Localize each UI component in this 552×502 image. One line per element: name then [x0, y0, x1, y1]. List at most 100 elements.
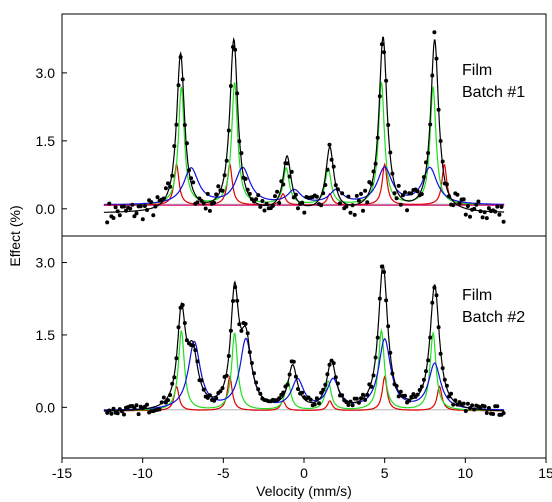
data-point [388, 150, 393, 155]
data-point [145, 208, 149, 212]
data-point [149, 200, 154, 205]
data-point [145, 402, 149, 407]
data-point [161, 395, 166, 400]
data-point [201, 387, 206, 392]
data-point [189, 176, 194, 181]
data-point [361, 208, 365, 213]
data-point [256, 387, 261, 392]
data-point [184, 338, 189, 343]
data-point [191, 180, 196, 185]
data-point [482, 404, 487, 409]
data-point [440, 366, 445, 371]
data-point [107, 201, 112, 206]
data-point [409, 395, 414, 399]
data-point [254, 380, 259, 385]
data-point [321, 387, 326, 392]
data-point [201, 201, 206, 206]
data-point [436, 107, 441, 112]
data-point [329, 157, 334, 162]
data-point [436, 325, 441, 330]
data-point [379, 264, 384, 269]
data-point [419, 192, 424, 197]
y-tick-label: 1.5 [36, 327, 56, 343]
data-point [178, 305, 183, 310]
data-point [128, 206, 133, 211]
data-point [365, 392, 370, 397]
data-point [323, 183, 328, 187]
data-point [172, 144, 177, 149]
data-point [207, 393, 212, 398]
data-point [176, 83, 181, 88]
data-point [228, 328, 233, 333]
data-point [386, 123, 391, 127]
data-point [453, 398, 458, 403]
data-point [296, 206, 300, 211]
data-point [426, 358, 431, 363]
data-point [138, 204, 143, 209]
data-point [440, 159, 445, 164]
data-point [168, 393, 173, 397]
data-point [237, 322, 242, 327]
data-point [344, 204, 349, 209]
data-point [333, 375, 338, 380]
data-point [495, 404, 500, 409]
data-point [170, 381, 175, 386]
data-point [239, 328, 244, 333]
data-point [205, 191, 210, 196]
data-point [178, 55, 183, 60]
data-point [468, 406, 472, 411]
green-subspectrum-line [103, 81, 505, 206]
data-point [174, 122, 179, 127]
data-point [474, 202, 479, 207]
data-point [281, 182, 286, 187]
data-point [421, 175, 426, 180]
data-point [262, 208, 267, 213]
data-point [428, 122, 433, 127]
data-point [403, 393, 407, 398]
data-point [331, 361, 336, 366]
data-point [287, 372, 292, 377]
data-point [361, 392, 365, 397]
data-point [398, 389, 403, 394]
data-point [346, 403, 351, 407]
x-tick-label: 5 [381, 465, 389, 481]
data-point [394, 384, 399, 388]
data-point [396, 394, 401, 399]
y-tick-label: 1.5 [36, 133, 56, 149]
data-point [486, 406, 491, 410]
data-point [350, 203, 355, 208]
data-point [365, 200, 370, 205]
data-point [375, 135, 380, 140]
data-point [207, 208, 212, 213]
data-point [226, 128, 231, 133]
data-point [247, 191, 252, 196]
data-point [323, 382, 328, 387]
data-point [451, 402, 456, 407]
data-point [107, 408, 112, 413]
data-point [273, 194, 277, 199]
data-point [115, 411, 120, 416]
data-point [352, 212, 357, 217]
data-point [249, 361, 254, 365]
data-point [235, 91, 240, 96]
data-point [187, 168, 191, 173]
data-point [430, 300, 435, 305]
data-point [468, 214, 472, 219]
red-subspectrum-line [103, 375, 505, 412]
data-point [470, 403, 475, 408]
data-point [140, 217, 145, 222]
data-point [319, 390, 324, 395]
data-point [356, 198, 361, 203]
data-point [203, 206, 208, 211]
data-point [134, 403, 139, 408]
fit-envelope-line [103, 36, 505, 213]
data-point [447, 194, 451, 199]
data-point [432, 30, 437, 35]
data-point [214, 192, 219, 197]
data-point [348, 399, 353, 404]
data-point [398, 202, 403, 207]
data-point [484, 411, 489, 415]
data-point [465, 401, 470, 406]
data-point [153, 204, 158, 209]
green-subspectrum-line [103, 328, 505, 411]
